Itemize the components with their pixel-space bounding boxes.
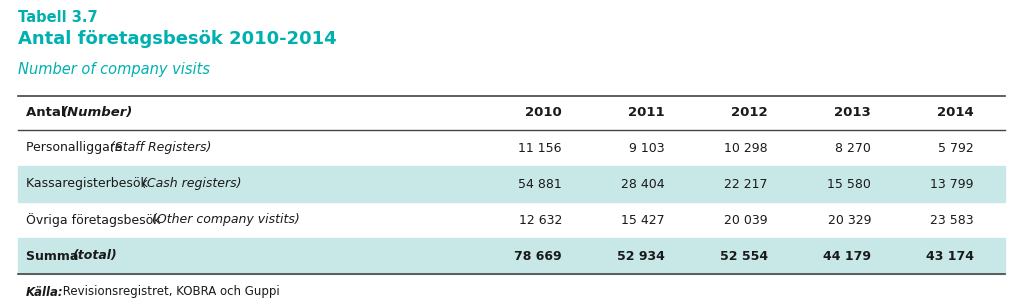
- Text: 23 583: 23 583: [930, 213, 974, 227]
- Text: Antal företagsbesök 2010-2014: Antal företagsbesök 2010-2014: [18, 30, 337, 48]
- Text: 2014: 2014: [937, 107, 974, 119]
- Text: 13 799: 13 799: [931, 177, 974, 191]
- Text: 15 427: 15 427: [621, 213, 665, 227]
- Text: 15 580: 15 580: [828, 177, 871, 191]
- Text: 52 934: 52 934: [617, 250, 665, 262]
- Text: 10 298: 10 298: [724, 142, 768, 154]
- Text: 11 156: 11 156: [519, 142, 562, 154]
- Text: 28 404: 28 404: [621, 177, 665, 191]
- Text: (Number): (Number): [62, 107, 133, 119]
- Text: (Cash registers): (Cash registers): [142, 177, 241, 191]
- Text: Antal: Antal: [26, 107, 71, 119]
- Text: 8 270: 8 270: [835, 142, 871, 154]
- Text: Tabell 3.7: Tabell 3.7: [18, 10, 97, 25]
- Text: 20 329: 20 329: [828, 213, 871, 227]
- Text: (Other company vistits): (Other company vistits): [152, 213, 300, 227]
- Text: (total): (total): [72, 250, 117, 262]
- Text: 2011: 2011: [628, 107, 665, 119]
- Text: Summa: Summa: [26, 250, 83, 262]
- Text: 2010: 2010: [525, 107, 562, 119]
- Text: 54 881: 54 881: [519, 177, 562, 191]
- Text: 52 554: 52 554: [720, 250, 768, 262]
- Text: Källa:: Källa:: [26, 286, 63, 298]
- Text: 43 174: 43 174: [926, 250, 974, 262]
- Text: 20 039: 20 039: [724, 213, 768, 227]
- Text: Number of company visits: Number of company visits: [18, 62, 210, 77]
- Text: Personalliggare: Personalliggare: [26, 142, 127, 154]
- Text: 2013: 2013: [834, 107, 871, 119]
- Text: 44 179: 44 179: [822, 250, 871, 262]
- Text: Kassaregisterbesök: Kassaregisterbesök: [26, 177, 151, 191]
- Text: 9 103: 9 103: [629, 142, 665, 154]
- Text: 5 792: 5 792: [938, 142, 974, 154]
- Text: 12 632: 12 632: [519, 213, 562, 227]
- Text: (Staff Registers): (Staff Registers): [110, 142, 212, 154]
- Text: Revisionsregistret, KOBRA och Guppi: Revisionsregistret, KOBRA och Guppi: [59, 286, 279, 298]
- Text: 22 217: 22 217: [724, 177, 768, 191]
- Text: Övriga företagsbesök: Övriga företagsbesök: [26, 213, 165, 227]
- Text: 78 669: 78 669: [515, 250, 562, 262]
- Text: 2012: 2012: [731, 107, 768, 119]
